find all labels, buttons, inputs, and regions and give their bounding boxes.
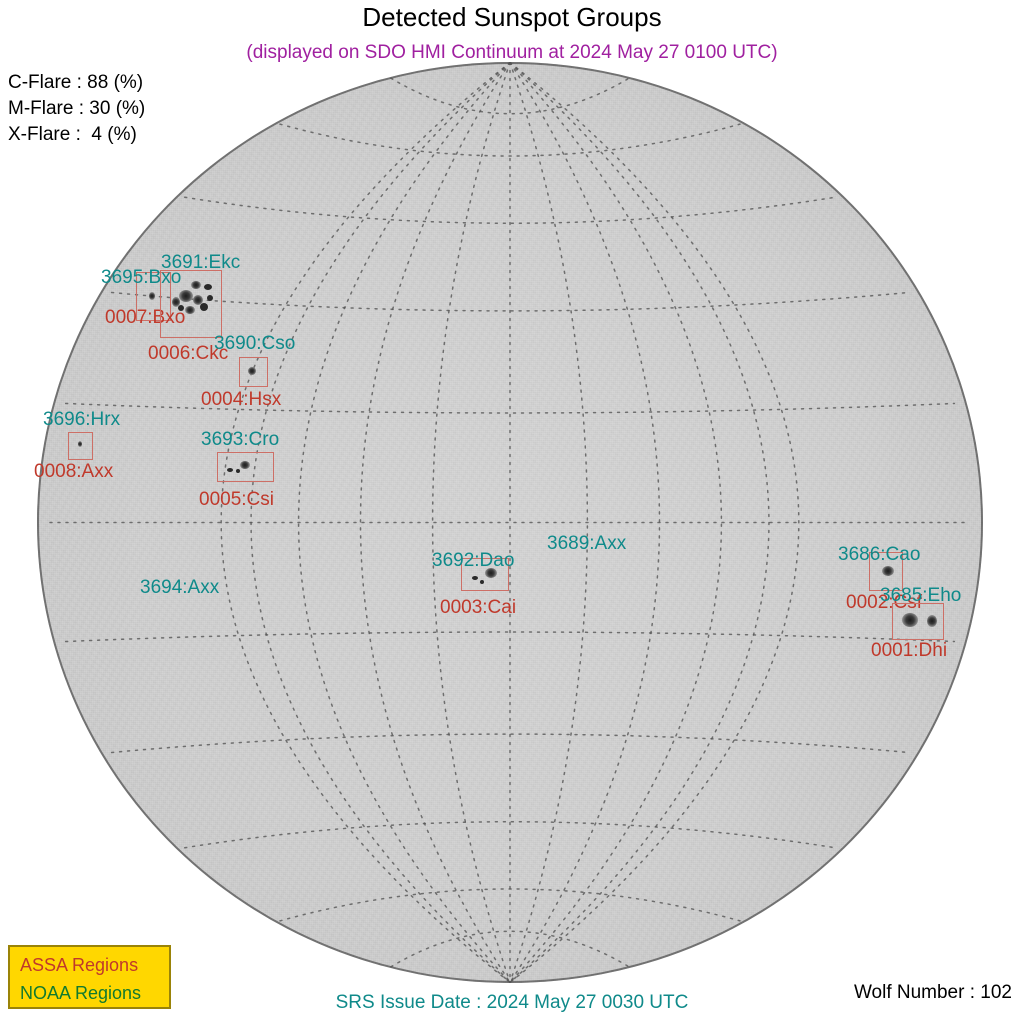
heliographic-grid	[49, 62, 971, 983]
region-bounding-box	[136, 272, 171, 321]
noaa-region-label: 3693:Cro	[201, 429, 280, 450]
sunspot	[236, 469, 240, 473]
region-bounding-box	[239, 357, 268, 387]
noaa-region-label: 3685:Eho	[880, 585, 962, 606]
page-subtitle: (displayed on SDO HMI Continuum at 2024 …	[246, 42, 778, 63]
legend-noaa-label: NOAA Regions	[20, 983, 142, 1003]
page-title: Detected Sunspot Groups	[362, 2, 662, 32]
assa-region-label: 0006:Ckc	[148, 343, 229, 364]
m-flare-probability: M-Flare : 30 (%)	[8, 96, 145, 122]
assa-region-label: 0007:Bxo	[105, 307, 186, 328]
region-bounding-box	[869, 552, 903, 591]
c-flare-probability: C-Flare : 88 (%)	[8, 70, 145, 96]
sunspot	[193, 295, 203, 305]
sunspot	[927, 615, 937, 627]
region-bounding-box	[461, 558, 509, 591]
region-legend: ASSA Regions NOAA Regions	[8, 945, 171, 1009]
assa-region-label: 0008:Axx	[34, 461, 114, 482]
sunspot	[78, 441, 82, 447]
solar-disk-container	[37, 62, 983, 983]
sunspot	[882, 566, 894, 576]
wolf-number: Wolf Number : 102	[853, 982, 1012, 1003]
noaa-region-label: 3689:Axx	[547, 533, 627, 554]
sunspot	[191, 281, 201, 289]
noaa-region-label: 3690:Cso	[214, 333, 296, 354]
sunspot	[185, 306, 195, 314]
region-bounding-box	[892, 603, 944, 640]
assa-region-label: 0002:Csf	[846, 592, 923, 613]
sunspot	[902, 613, 918, 627]
region-bounding-box	[68, 432, 93, 460]
sunspot	[179, 290, 193, 302]
noaa-region-label: 3695:Bxo	[101, 267, 182, 288]
sunspot	[172, 297, 180, 307]
region-bounding-box	[217, 452, 274, 482]
sunspot	[149, 292, 155, 300]
assa-region-label: 0003:Cai	[440, 597, 517, 618]
assa-region-label: 0005:Csi	[199, 489, 274, 510]
noaa-region-label: 3686:Cao	[838, 544, 921, 565]
assa-region-label: 0001:Dhi	[871, 640, 948, 661]
assa-region-label: 0004:Hsx	[201, 389, 282, 410]
sunspot	[248, 367, 256, 375]
sunspot	[480, 580, 484, 584]
noaa-region-label: 3691:Ekc	[161, 252, 241, 273]
sunspot	[178, 305, 184, 311]
noaa-region-label: 3696:Hrx	[43, 409, 121, 430]
sunspot	[204, 284, 212, 290]
x-flare-probability: X-Flare : 4 (%)	[8, 122, 145, 148]
sunspot	[207, 295, 213, 301]
flare-probability-panel: C-Flare : 88 (%) M-Flare : 30 (%) X-Flar…	[8, 70, 145, 148]
sunspot	[240, 461, 250, 469]
sunspot	[472, 576, 478, 580]
sunspot	[227, 468, 233, 472]
sunspot	[485, 568, 497, 578]
sunspot	[200, 303, 208, 311]
region-bounding-box	[160, 270, 222, 338]
noaa-region-label: 3692:Dao	[432, 550, 515, 571]
srs-issue-date: SRS Issue Date : 2024 May 27 0030 UTC	[335, 992, 689, 1013]
noaa-region-label: 3694:Axx	[140, 577, 220, 598]
legend-assa-label: ASSA Regions	[20, 955, 139, 975]
